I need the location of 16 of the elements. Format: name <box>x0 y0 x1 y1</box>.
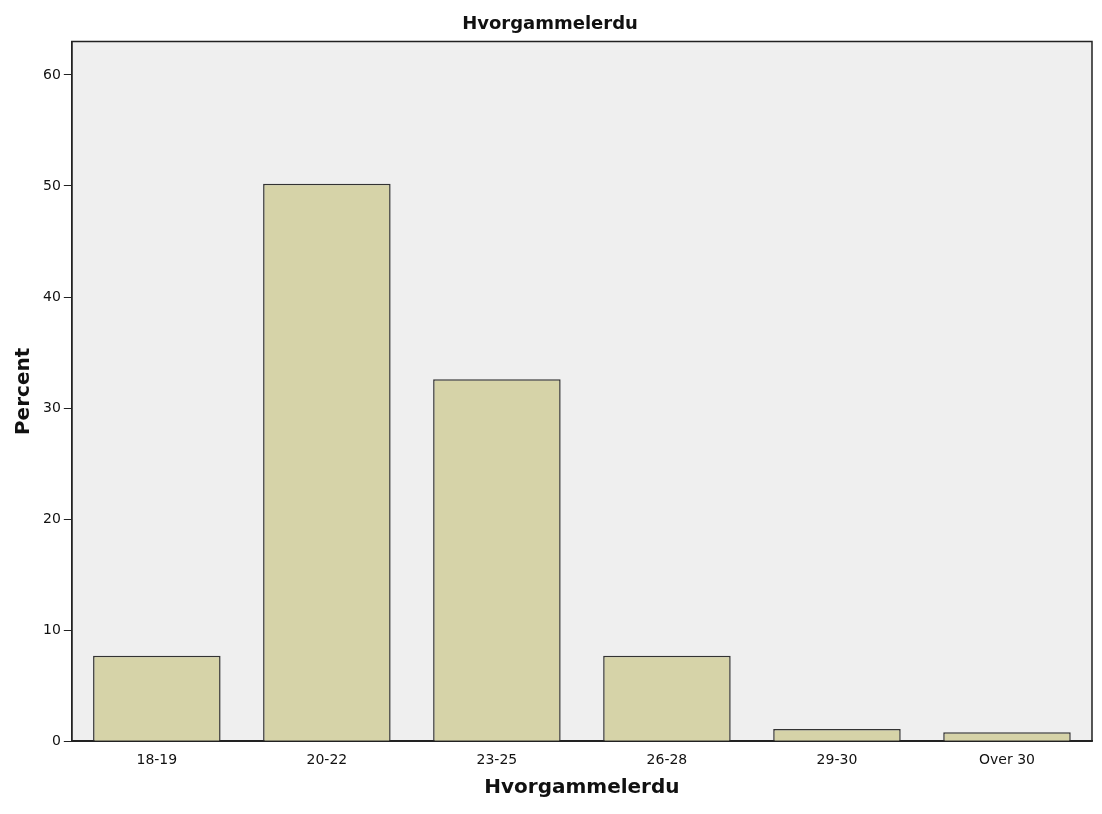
x-axis-title: Hvorgammelerdu <box>484 774 680 799</box>
x-tick-label: Over 30 <box>979 751 1035 768</box>
x-tick-label: 18-19 <box>136 751 178 768</box>
x-tick-label: 20-22 <box>306 751 348 768</box>
chart-title: Hvorgammelerdu <box>462 12 638 34</box>
x-tick-label: 26-28 <box>646 751 688 768</box>
x-tick-label: 23-25 <box>476 751 518 768</box>
y-tick-label: 40 <box>42 287 61 304</box>
x-tick-label: 29-30 <box>816 751 858 768</box>
y-tick-label: 60 <box>42 65 61 82</box>
y-axis-title: Percent <box>10 347 35 436</box>
y-tick-label: 20 <box>42 509 61 526</box>
y-tick-label: 50 <box>42 176 61 193</box>
y-tick-label: 0 <box>51 731 61 748</box>
y-tick-label: 10 <box>42 620 61 637</box>
y-tick-label: 30 <box>42 398 61 415</box>
